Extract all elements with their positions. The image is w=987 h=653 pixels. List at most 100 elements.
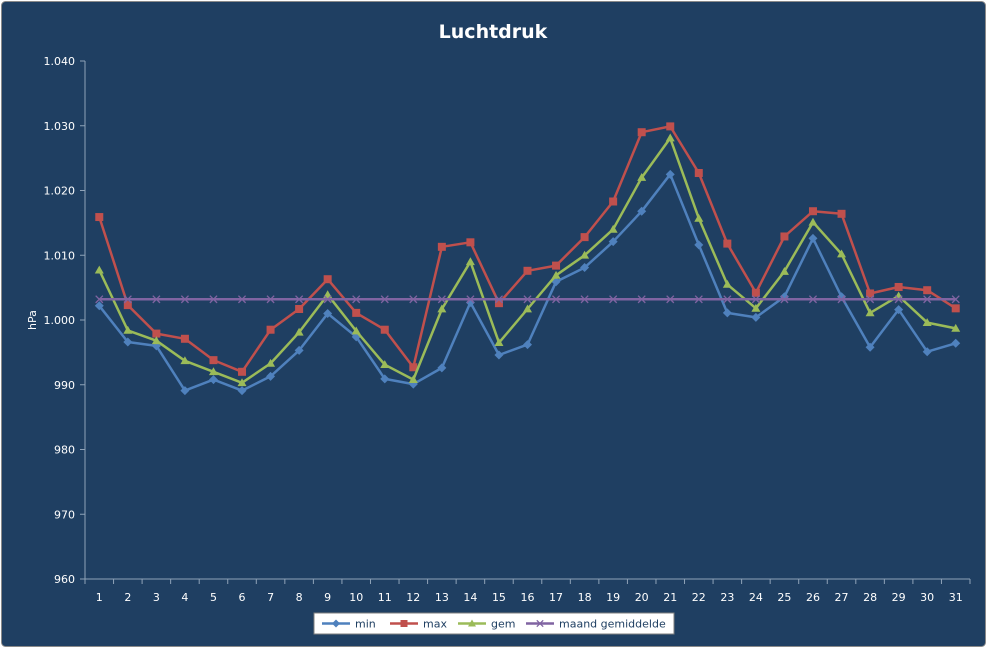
- data-point-max: [323, 275, 332, 284]
- data-point-maand-gemiddelde: [951, 295, 960, 304]
- x-tick-label: 22: [692, 591, 706, 604]
- data-point-gem: [380, 360, 390, 369]
- data-point-maand-gemiddelde: [894, 295, 903, 304]
- data-point-max: [352, 308, 361, 317]
- data-point-maand-gemiddelde: [152, 295, 161, 304]
- x-marker-stroke: [437, 295, 446, 304]
- data-point-gem: [865, 308, 875, 317]
- x-marker-stroke: [580, 295, 589, 304]
- y-tick-label: 970: [54, 508, 75, 521]
- chart-title: Luchtdruk: [439, 21, 548, 43]
- data-point-max: [466, 238, 475, 247]
- x-marker-stroke: [751, 295, 760, 304]
- data-point-min: [380, 374, 390, 384]
- data-point-min: [637, 206, 647, 216]
- legend-label-gem: gem: [491, 618, 515, 631]
- x-tick-label: 11: [378, 591, 392, 604]
- data-point-min: [180, 386, 190, 396]
- data-point-max: [894, 282, 903, 291]
- legend-label-maand-gemiddelde: maand gemiddelde: [559, 618, 666, 631]
- data-point-min: [722, 308, 732, 318]
- x-marker-stroke: [380, 295, 389, 304]
- data-point-gem: [694, 213, 704, 222]
- series-maand-gemiddelde: [95, 295, 960, 304]
- series-layer: [94, 122, 961, 396]
- legend-box: [313, 612, 675, 635]
- data-point-gem: [551, 270, 561, 279]
- data-point-max: [780, 232, 789, 241]
- x-tick-label: 8: [296, 591, 303, 604]
- data-point-gem: [437, 304, 447, 313]
- data-point-max: [494, 299, 503, 308]
- data-point-gem: [266, 358, 276, 367]
- data-point-min: [323, 309, 333, 319]
- data-point-min: [437, 363, 447, 373]
- data-point-max: [409, 363, 418, 372]
- data-point-gem: [523, 304, 532, 313]
- data-point-min: [494, 350, 504, 360]
- data-point-maand-gemiddelde: [694, 295, 703, 304]
- x-tick-label: 12: [406, 591, 420, 604]
- x-marker-stroke: [551, 295, 561, 304]
- x-tick-label: 16: [521, 591, 535, 604]
- data-point-maand-gemiddelde: [409, 295, 418, 304]
- data-point-min: [608, 237, 618, 247]
- y-tick-label: 1.020: [44, 185, 76, 198]
- x-marker-stroke: [466, 295, 475, 304]
- data-point-maand-gemiddelde: [666, 295, 675, 304]
- data-point-maand-gemiddelde: [780, 295, 789, 304]
- x-marker-stroke: [536, 619, 544, 628]
- data-point-maand-gemiddelde: [295, 295, 304, 304]
- data-point-gem: [180, 356, 190, 365]
- y-tick-label: 960: [54, 573, 75, 586]
- data-point-gem: [123, 325, 133, 334]
- data-point-max: [95, 213, 104, 222]
- data-point-max: [295, 304, 304, 313]
- data-point-maand-gemiddelde: [808, 295, 818, 304]
- data-point-gem: [779, 266, 789, 275]
- x-marker-stroke: [694, 295, 703, 304]
- x-tick-label: 26: [806, 591, 820, 604]
- data-point-gem: [465, 257, 475, 266]
- data-point-max: [580, 233, 589, 242]
- data-point-gem: [94, 265, 104, 274]
- x-marker-stroke: [723, 295, 732, 304]
- data-point-max: [180, 334, 189, 343]
- data-point-gem: [608, 224, 618, 233]
- data-point-maand-gemiddelde: [123, 295, 132, 304]
- data-point-min: [94, 301, 104, 311]
- x-tick-label: 23: [720, 591, 734, 604]
- x-marker-stroke: [609, 295, 618, 304]
- legend-label-min: min: [355, 618, 376, 631]
- x-marker-stroke: [123, 295, 132, 304]
- x-marker-stroke: [780, 295, 789, 304]
- x-marker-stroke: [295, 295, 304, 304]
- data-point-maand-gemiddelde: [609, 295, 618, 304]
- data-point-min: [751, 312, 761, 322]
- data-point-maand-gemiddelde: [523, 295, 532, 304]
- data-point-gem: [808, 217, 818, 226]
- y-tick-label: 1.030: [44, 120, 76, 133]
- legend-marker-gem: [468, 619, 476, 627]
- data-point-gem: [751, 303, 761, 312]
- x-marker-stroke: [323, 295, 332, 304]
- data-point-max: [152, 329, 161, 338]
- x-marker-stroke: [266, 295, 275, 304]
- x-tick-label: 31: [949, 591, 963, 604]
- data-point-min: [694, 240, 704, 250]
- y-tick-label: 990: [54, 379, 75, 392]
- x-tick-label: 3: [153, 591, 160, 604]
- data-point-max: [666, 122, 675, 131]
- legend-marker-min: [332, 619, 340, 628]
- data-point-max: [609, 197, 618, 206]
- y-tick-label: 1.000: [44, 314, 76, 327]
- data-point-min: [123, 337, 133, 347]
- x-marker-stroke: [637, 295, 646, 304]
- data-point-maand-gemiddelde: [866, 295, 875, 304]
- x-marker-stroke: [808, 295, 818, 304]
- x-marker-stroke: [923, 295, 932, 304]
- data-point-min: [266, 371, 276, 381]
- x-tick-label: 17: [549, 591, 563, 604]
- data-point-gem: [237, 378, 247, 387]
